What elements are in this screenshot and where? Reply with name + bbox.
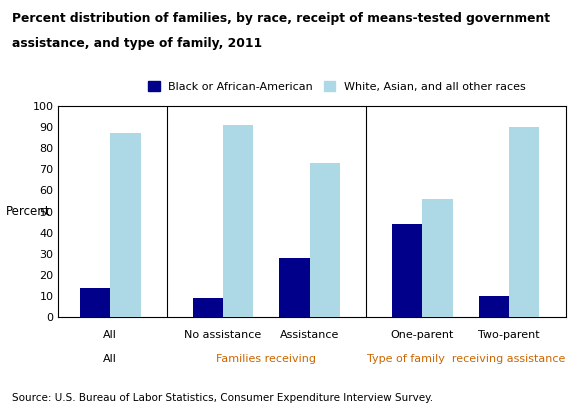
Legend: Black or African-American, White, Asian, and all other races: Black or African-American, White, Asian,… xyxy=(149,81,526,92)
Bar xyxy=(80,288,110,317)
Text: Type of family  receiving assistance: Type of family receiving assistance xyxy=(367,354,565,364)
Bar xyxy=(310,163,340,317)
Bar xyxy=(279,258,310,317)
Text: One-parent: One-parent xyxy=(391,330,454,340)
Bar xyxy=(223,125,254,317)
Bar xyxy=(423,199,453,317)
Bar xyxy=(479,296,509,317)
Bar xyxy=(509,127,539,317)
Bar xyxy=(193,298,223,317)
Text: All: All xyxy=(103,330,117,340)
Text: No assistance: No assistance xyxy=(184,330,262,340)
Bar xyxy=(110,133,141,317)
Text: Percent distribution of families, by race, receipt of means-tested government: Percent distribution of families, by rac… xyxy=(12,12,550,25)
Text: Two-parent: Two-parent xyxy=(478,330,540,340)
Text: assistance, and type of family, 2011: assistance, and type of family, 2011 xyxy=(12,37,262,50)
Text: Assistance: Assistance xyxy=(280,330,339,340)
Text: All: All xyxy=(103,354,117,364)
Text: Source: U.S. Bureau of Labor Statistics, Consumer Expenditure Interview Survey.: Source: U.S. Bureau of Labor Statistics,… xyxy=(12,393,433,403)
Bar xyxy=(392,224,423,317)
Text: Families receiving: Families receiving xyxy=(216,354,317,364)
Text: Percent: Percent xyxy=(6,205,50,218)
